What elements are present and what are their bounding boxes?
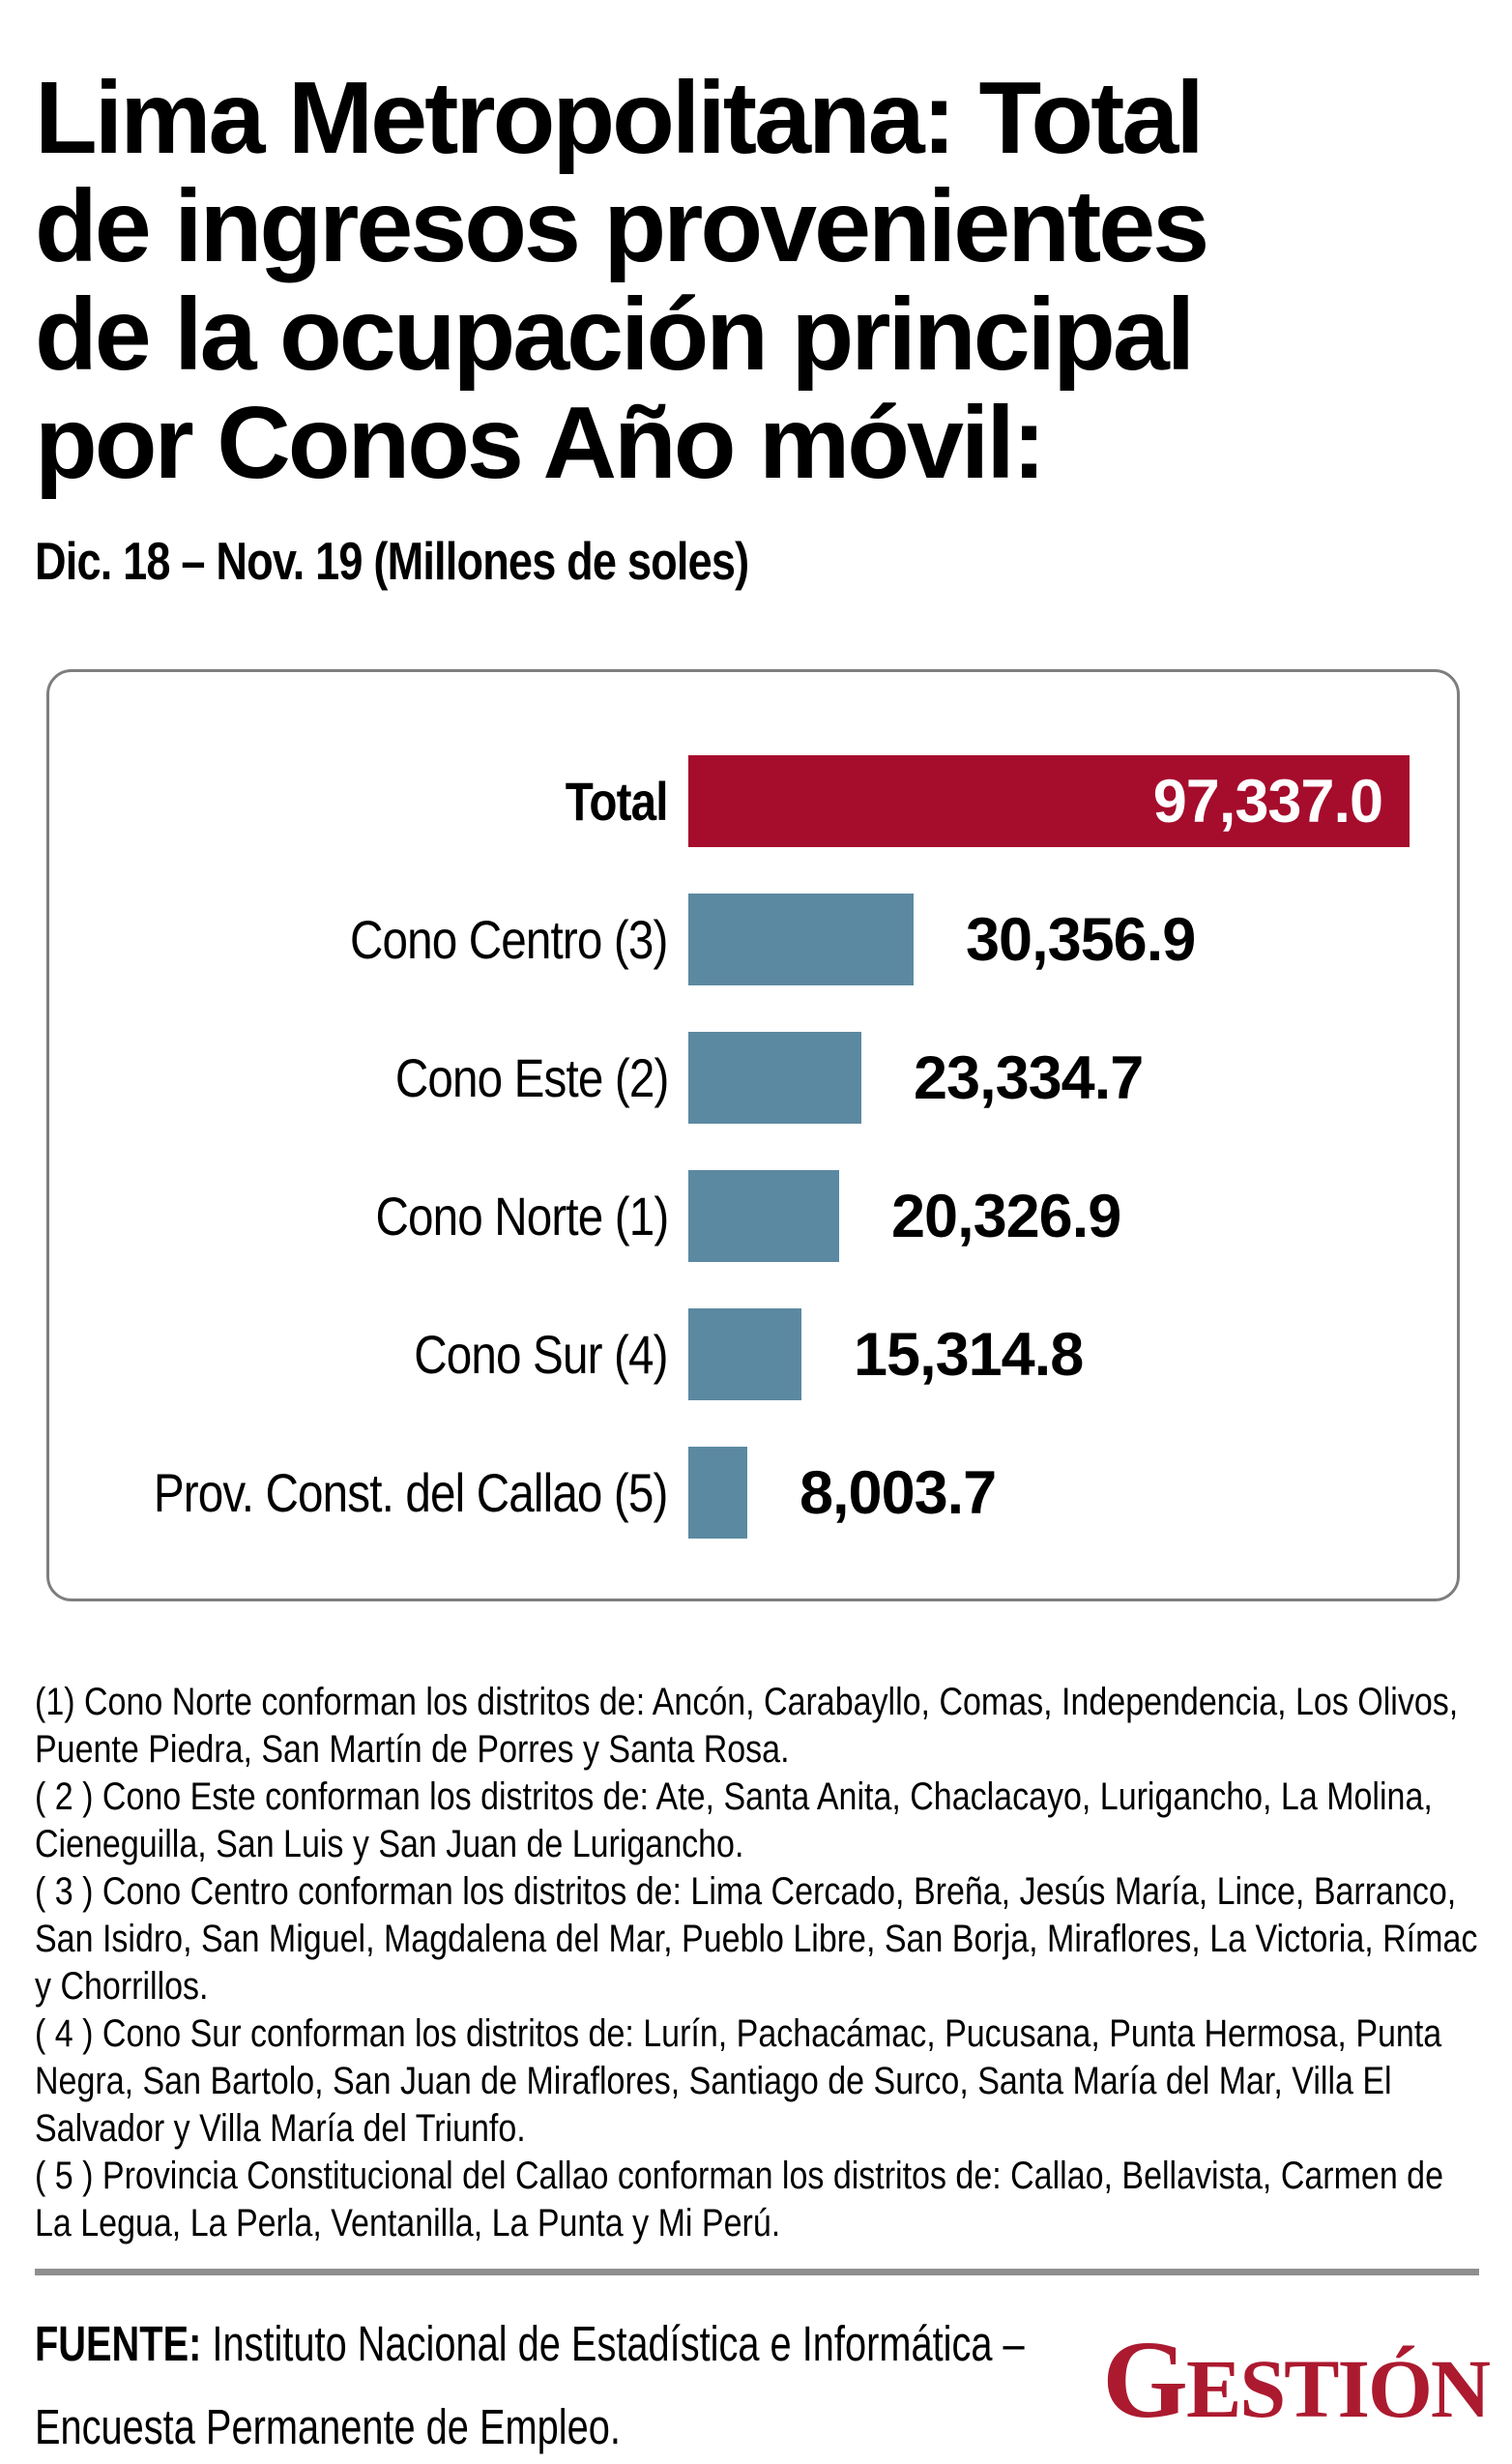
footnote-5: ( 5 ) Provincia Constitucional del Calla… (35, 2155, 1444, 2244)
bar-row: Cono Este (2) 23,334.7 (49, 1032, 1457, 1124)
bar-category-label: Cono Norte (1) (49, 1185, 688, 1247)
chart-panel: Total 97,337.0 Cono Centro (3) 30,356.9 Cono… (46, 669, 1460, 1601)
bar-row: Cono Centro (3) 30,356.9 (49, 894, 1457, 985)
bar-value: 23,334.7 (914, 1043, 1144, 1112)
bar (688, 894, 914, 985)
bar: 97,337.0 (688, 755, 1410, 847)
bar-category-label: Cono Sur (4) (49, 1323, 688, 1386)
footnote-3: ( 3 ) Cono Centro conforman los distrito… (35, 1870, 1478, 2008)
bar (688, 1032, 861, 1124)
header: Lima Metropolitana: Total de ingresos pr… (0, 0, 1512, 592)
chart-subtitle: Dic. 18 – Nov. 19 (Millones de soles) (35, 531, 749, 591)
bar-value: 30,356.9 (966, 905, 1196, 974)
source-line-2: Encuesta Permanente de Empleo. (35, 2399, 621, 2454)
source-line-1: Instituto Nacional de Estadística e Info… (212, 2316, 1025, 2371)
page-title: Lima Metropolitana: Total de ingresos pr… (35, 64, 1473, 497)
bar-value: 20,326.9 (891, 1182, 1121, 1250)
bar (688, 1170, 839, 1262)
bar-category-text: Cono Norte (1) (375, 1186, 669, 1247)
bar-category-label: Prov. Const. del Callao (5) (49, 1461, 688, 1524)
bar-value: 15,314.8 (854, 1320, 1084, 1389)
logo-initial: G (1102, 2318, 1188, 2441)
footnote-2: ( 2 ) Cono Este conforman los distritos … (35, 1775, 1433, 1865)
bar-chart: Total 97,337.0 Cono Centro (3) 30,356.9 Cono… (49, 755, 1457, 1539)
gestion-logo: GESTIÓN (1102, 2316, 1491, 2444)
bar-category-text: Cono Sur (4) (414, 1324, 669, 1385)
bar-category-text: Cono Centro (3) (350, 909, 668, 970)
bar-category-text: Total (566, 771, 669, 832)
footnote-1: (1) Cono Norte conforman los distritos d… (35, 1681, 1459, 1771)
bar-row: Total 97,337.0 (49, 755, 1457, 847)
footnote-4: ( 4 ) Cono Sur conforman los distritos d… (35, 2012, 1442, 2150)
title-line-1: Lima Metropolitana: Total (35, 61, 1205, 175)
bar-category-text: Cono Este (2) (394, 1047, 668, 1108)
bar-row: Prov. Const. del Callao (5) 8,003.7 (49, 1447, 1457, 1539)
bar-row: Cono Sur (4) 15,314.8 (49, 1308, 1457, 1400)
source-label: FUENTE: (35, 2316, 202, 2371)
bar-category-label: Cono Este (2) (49, 1046, 688, 1109)
divider-line (35, 2269, 1479, 2275)
bar (688, 1447, 747, 1539)
title-line-4: por Conos Año móvil: (35, 386, 1046, 500)
title-line-2: de ingresos provenientes (35, 169, 1209, 283)
bar-value: 97,337.0 (1152, 767, 1383, 836)
bar-category-label: Total (49, 770, 688, 833)
bar-value: 8,003.7 (800, 1458, 997, 1527)
source-row: FUENTE: Instituto Nacional de Estadístic… (35, 2301, 1502, 2464)
bar (688, 1308, 801, 1400)
bar-row: Cono Norte (1) 20,326.9 (49, 1170, 1457, 1262)
source-text: FUENTE: Instituto Nacional de Estadístic… (35, 2303, 1025, 2464)
bar-category-text: Prov. Const. del Callao (5) (154, 1462, 669, 1523)
logo-rest: ESTIÓN (1185, 2342, 1491, 2435)
footnotes: (1) Cono Norte conforman los distritos d… (35, 1679, 1483, 2247)
title-line-3: de la ocupación principal (35, 278, 1195, 392)
bar-category-label: Cono Centro (3) (49, 908, 688, 971)
